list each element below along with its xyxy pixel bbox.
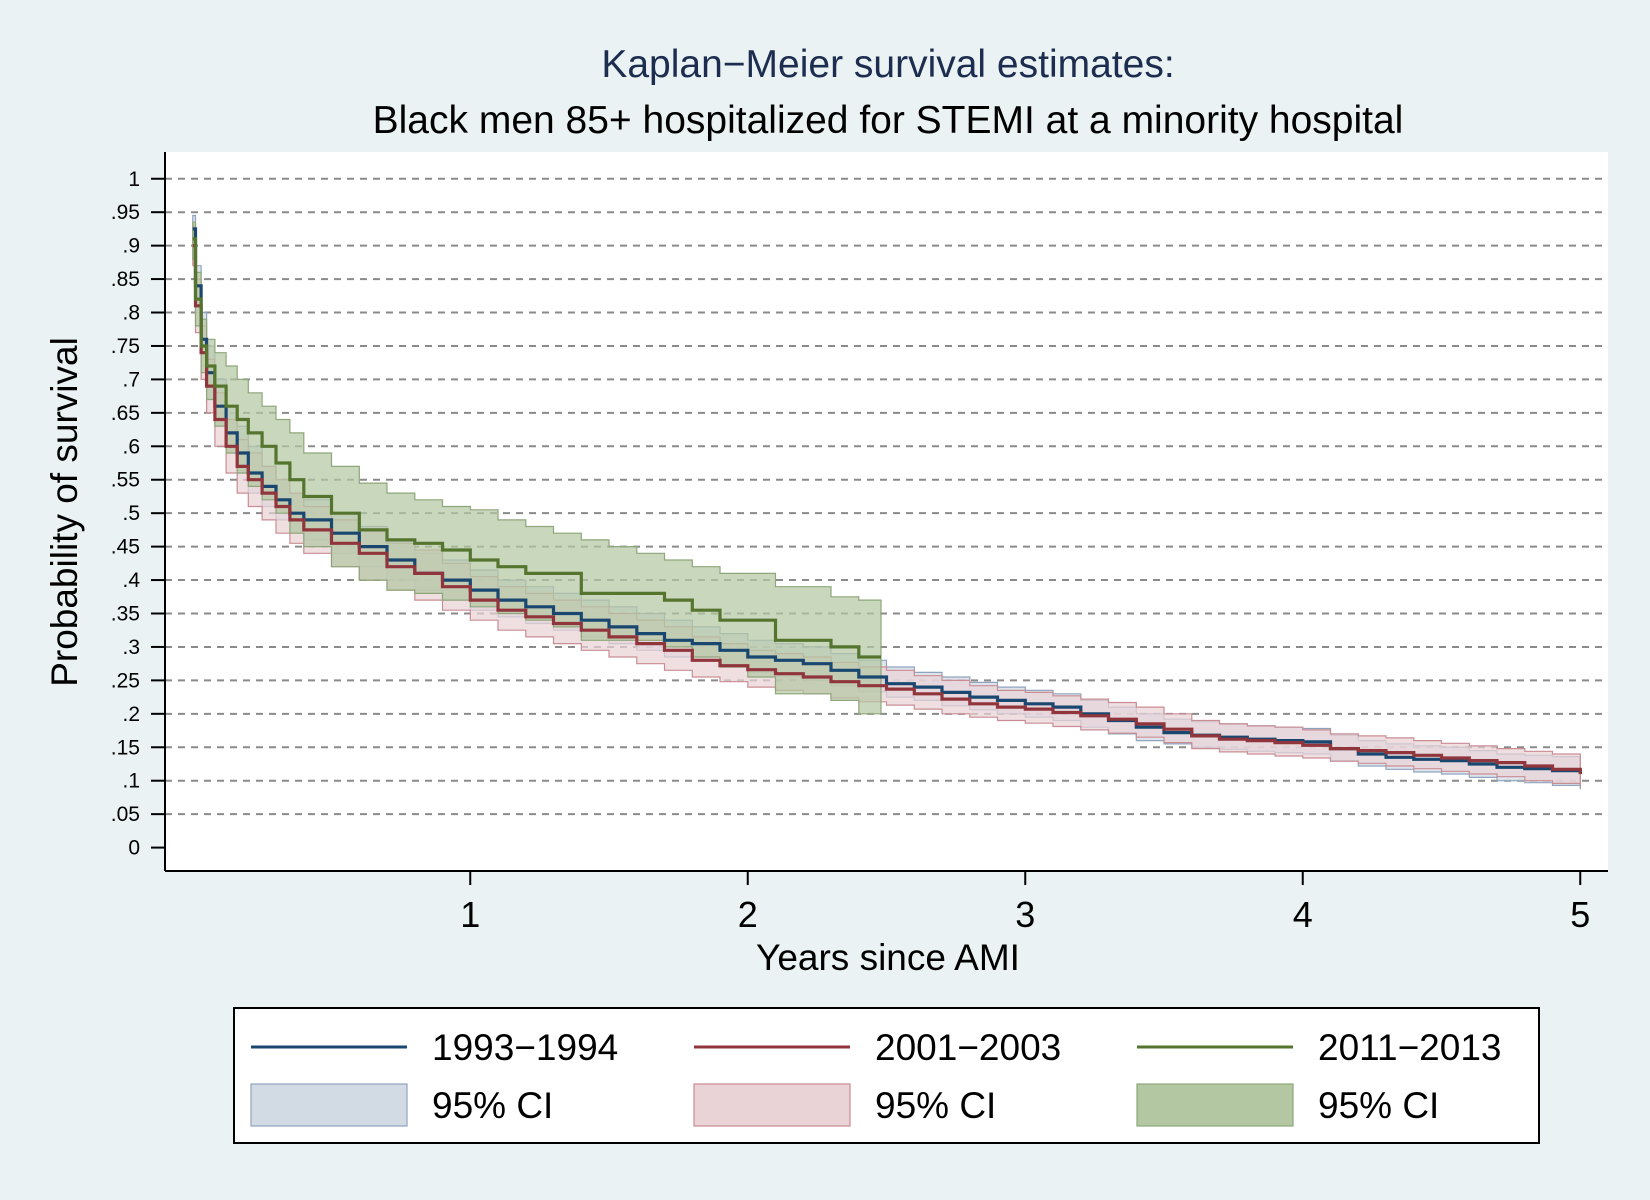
y-tick-label: .55 [111, 469, 140, 492]
legend-label-2001-2003: 2001−2003 [875, 1027, 1061, 1068]
y-tick-label: .95 [111, 201, 140, 224]
y-tick-label: .35 [111, 602, 140, 625]
y-tick-label: .5 [122, 502, 140, 525]
y-tick-label: .15 [111, 736, 140, 759]
legend-ci-label-1993-1994: 95% CI [432, 1085, 553, 1126]
y-tick-label: .75 [111, 335, 140, 358]
y-tick-label: .3 [122, 636, 140, 659]
x-tick-label: 5 [1570, 894, 1590, 935]
legend-label-2011-2013: 2011−2013 [1318, 1027, 1501, 1068]
y-tick-label: .25 [111, 669, 140, 692]
x-tick-label: 2 [738, 894, 758, 935]
y-tick-label: .85 [111, 268, 140, 291]
chart-subtitle: Black men 85+ hospitalized for STEMI at … [373, 99, 1404, 142]
y-tick-label: .6 [122, 435, 140, 458]
x-tick-label: 1 [460, 894, 480, 935]
y-tick-label: .05 [111, 803, 140, 826]
y-tick-label: .8 [122, 302, 140, 325]
legend-label-1993-1994: 1993−1994 [432, 1027, 618, 1068]
y-tick-label: .65 [111, 402, 140, 425]
chart-title: Kaplan−Meier survival estimates: [601, 43, 1174, 86]
legend-ci-label-2011-2013: 95% CI [1318, 1085, 1439, 1126]
y-tick-label: 0 [128, 837, 140, 860]
y-tick-label: .9 [122, 235, 140, 258]
x-tick-label: 4 [1293, 894, 1313, 935]
legend: 1993−1994 95% CI 2001−2003 95% CI 2011−2… [234, 1008, 1539, 1143]
y-tick-label: .45 [111, 536, 140, 559]
y-tick-label: .4 [122, 569, 140, 592]
legend-ci-label-2001-2003: 95% CI [875, 1085, 996, 1126]
x-axis-title: Years since AMI [756, 937, 1020, 978]
y-ticks: 0 .05 .1 .15 .2 .25 .3 .35 .4 .45 .5 .55 .6 .65 .7 .75.… [111, 168, 165, 860]
y-tick-label: .2 [122, 703, 140, 726]
y-tick-label: .1 [122, 770, 140, 793]
y-tick-label: .7 [122, 368, 140, 391]
y-tick-label: 1 [128, 168, 140, 191]
x-ticks: 1 2 3 4 5 [460, 871, 1590, 935]
legend-ci-swatch-1993-1994 [251, 1084, 407, 1126]
x-tick-label: 3 [1015, 894, 1035, 935]
legend-ci-swatch-2001-2003 [694, 1084, 850, 1126]
legend-ci-swatch-2011-2013 [1137, 1084, 1293, 1126]
y-axis-title: Probability of survival [44, 337, 85, 687]
